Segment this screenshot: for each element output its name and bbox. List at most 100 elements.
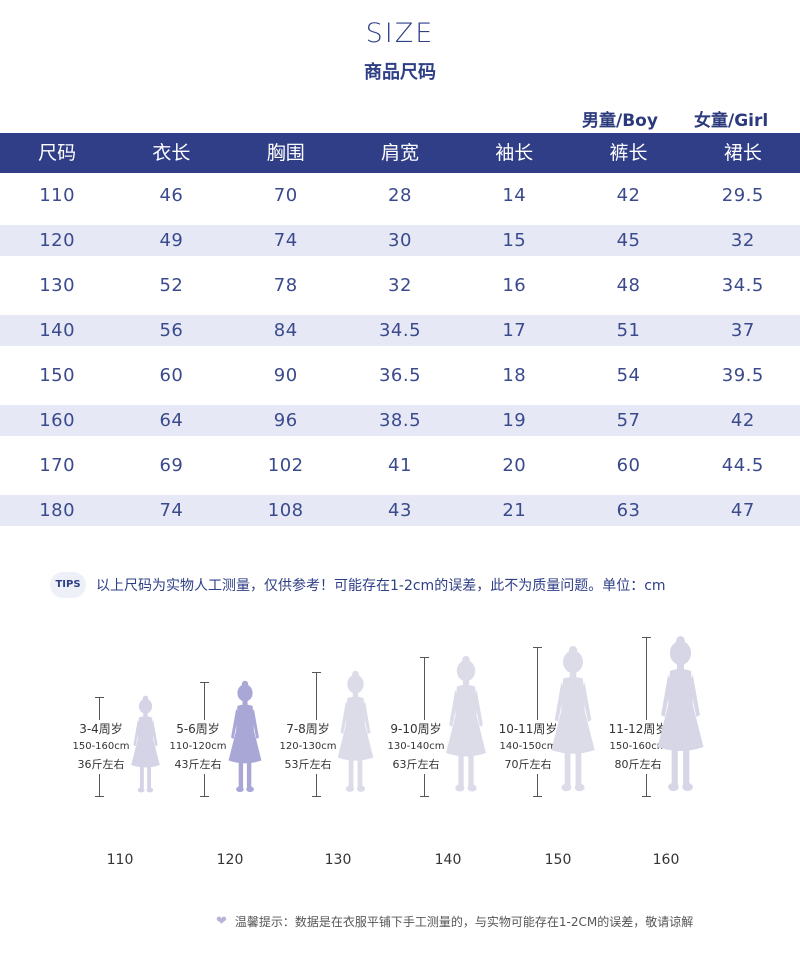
figure-info: 7-8周岁 120-130cm 53斤左右 <box>272 720 344 774</box>
figure-range: 140-150cm <box>499 741 557 752</box>
figure-range: 150-160cm <box>72 741 130 752</box>
ruler-cap <box>95 697 104 698</box>
figure-age: 9-10周岁 <box>390 722 442 736</box>
title-en: SIZE <box>365 18 435 49</box>
gender-boy-label: 男童/Boy <box>582 111 658 131</box>
table-cell: 140 <box>39 320 76 341</box>
table-cell: 110 <box>39 185 76 206</box>
table-cell: 84 <box>273 320 298 341</box>
table-cell: 30 <box>388 230 412 251</box>
table-cell: 108 <box>267 500 304 521</box>
table-row: 180 74 108 43 21 63 47 <box>0 488 800 533</box>
figure-info: 5-6周岁 110-120cm 43斤左右 <box>162 720 234 774</box>
table-cell: 47 <box>730 500 755 521</box>
figure-weight: 43斤左右 <box>174 758 222 771</box>
figure-info: 10-11周岁 140-150cm 70斤左右 <box>492 720 564 774</box>
table-cell: 57 <box>616 410 641 431</box>
tips: TIPS 以上尺码为实物人工测量，仅供参考！可能存在1-2cm的误差，此不为质量… <box>50 572 666 598</box>
table-row: 110 46 70 28 14 42 29.5 <box>0 173 800 218</box>
table-cell: 19 <box>502 410 527 431</box>
table-cell: 70 <box>273 185 298 206</box>
figure-weight: 70斤左右 <box>504 758 552 771</box>
table-header: 尺码 衣长 胸围 肩宽 袖长 裤长 裙长 <box>0 133 800 173</box>
table-cell: 130 <box>39 275 76 296</box>
figure-weight: 53斤左右 <box>284 758 332 771</box>
child-silhouette <box>443 655 489 799</box>
table-cell: 170 <box>39 455 76 476</box>
tips-text: 以上尺码为实物人工测量，仅供参考！可能存在1-2cm的误差，此不为质量问题。单位… <box>96 578 666 594</box>
table-cell: 41 <box>388 455 412 476</box>
table-cell: 42 <box>616 185 641 206</box>
footer-text: 温馨提示：数据是在衣服平铺下手工测量的，与实物可能存在1-2CM的误差，敬请谅解 <box>234 915 694 929</box>
table-row: 170 69 102 41 20 60 44.5 <box>0 443 800 488</box>
table-cell: 90 <box>273 365 298 386</box>
figure-age: 10-11周岁 <box>498 722 558 736</box>
table-cell: 20 <box>502 455 527 476</box>
child-silhouette <box>226 680 264 799</box>
table-cell: 44.5 <box>721 455 764 476</box>
table-row: 120 49 74 30 15 45 32 <box>0 218 800 263</box>
table-cell: 16 <box>502 275 527 296</box>
table-cell: 39.5 <box>721 365 764 386</box>
table-cell: 49 <box>159 230 184 251</box>
ruler-cap <box>642 796 651 797</box>
table-cell: 160 <box>39 410 76 431</box>
figure-info: 9-10周岁 130-140cm 63斤左右 <box>380 720 452 774</box>
table-body: 110 46 70 28 14 42 29.5 120 49 74 30 15 45 32 130 52 78 3… <box>0 173 800 533</box>
table-cell: 15 <box>502 230 527 251</box>
table-cell: 43 <box>388 500 412 521</box>
table-row: 130 52 78 32 16 48 34.5 <box>0 263 800 308</box>
tips-badge: TIPS <box>50 572 86 598</box>
figure-size-label: 140 <box>434 852 462 868</box>
table-cell: 74 <box>159 500 184 521</box>
figure-age: 3-4周岁 <box>79 722 123 736</box>
child-silhouette <box>548 645 598 799</box>
table-cell: 48 <box>616 275 641 296</box>
ruler-cap <box>200 796 209 797</box>
header-cell: 裤长 <box>609 142 648 164</box>
header-cell: 袖长 <box>495 142 534 164</box>
table-cell: 69 <box>159 455 184 476</box>
table-row: 140 56 84 34.5 17 51 37 <box>0 308 800 353</box>
ruler-cap <box>642 637 651 638</box>
table-cell: 14 <box>502 185 527 206</box>
ruler-cap <box>533 796 542 797</box>
figure-age: 11-12周岁 <box>608 722 668 736</box>
title-cn: 商品尺码 <box>364 62 436 83</box>
figure-age: 7-8周岁 <box>286 722 330 736</box>
figure-age: 5-6周岁 <box>176 722 220 736</box>
table-cell: 29.5 <box>721 185 764 206</box>
figure-range: 110-120cm <box>169 741 227 752</box>
size-table: 尺码 衣长 胸围 肩宽 袖长 裤长 裙长 110 46 70 28 14 42 29.5 12… <box>0 133 800 533</box>
figure-range: 130-140cm <box>387 741 445 752</box>
gender-girl-label: 女童/Girl <box>694 111 769 131</box>
ruler-cap <box>95 796 104 797</box>
header-cell: 尺码 <box>38 142 77 164</box>
ruler-cap <box>420 796 429 797</box>
table-cell: 60 <box>159 365 184 386</box>
header-cell: 胸围 <box>266 142 305 164</box>
table-cell: 18 <box>502 365 527 386</box>
table-cell: 34.5 <box>378 320 422 341</box>
table-row: 160 64 96 38.5 19 57 42 <box>0 398 800 443</box>
header-cell: 裙长 <box>723 142 762 164</box>
table-cell: 74 <box>273 230 298 251</box>
table-row: 150 60 90 36.5 18 54 39.5 <box>0 353 800 398</box>
figure-weight: 63斤左右 <box>392 758 440 771</box>
figure-range: 150-160cm <box>609 741 667 752</box>
footer-note: ❤ 温馨提示：数据是在衣服平铺下手工测量的，与实物可能存在1-2CM的误差，敬请… <box>216 913 693 930</box>
child-silhouette <box>335 670 376 799</box>
table-cell: 60 <box>616 455 641 476</box>
child-silhouette <box>654 635 707 799</box>
table-cell: 21 <box>502 500 527 521</box>
figure-size-label: 130 <box>324 852 352 868</box>
table-cell: 34.5 <box>721 275 764 296</box>
table-cell: 102 <box>267 455 304 476</box>
table-cell: 78 <box>273 275 298 296</box>
table-cell: 120 <box>39 230 76 251</box>
table-cell: 150 <box>39 365 76 386</box>
table-cell: 63 <box>616 500 641 521</box>
height-ruler <box>646 637 647 796</box>
table-cell: 52 <box>159 275 184 296</box>
table-cell: 32 <box>730 230 755 251</box>
